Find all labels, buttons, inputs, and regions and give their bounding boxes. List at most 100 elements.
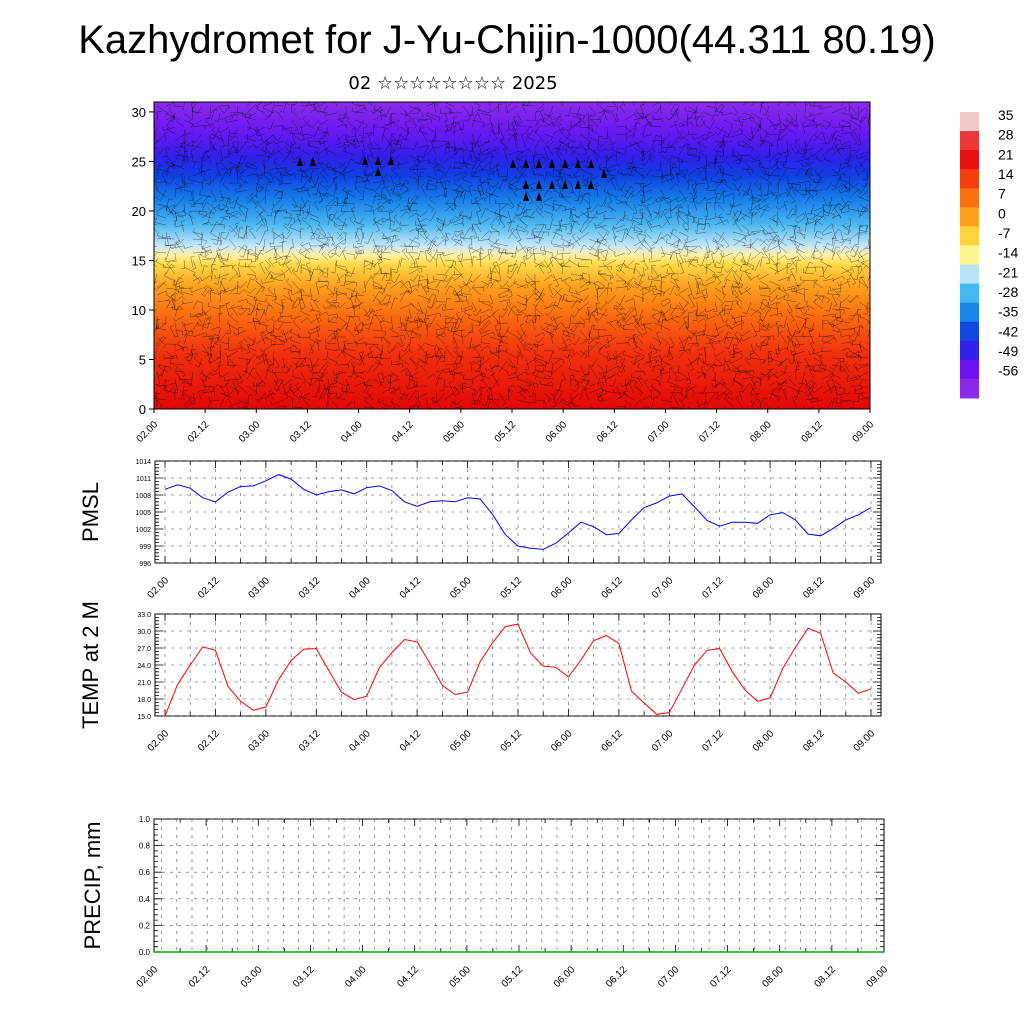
y-tick-label: 0 [139,402,146,417]
x-tick-label: 03.00 [247,728,273,754]
y-ticks [155,460,881,564]
y-tick-label: 10 [132,303,146,318]
chart-subtitle: 02 ☆☆☆☆☆☆☆☆ 2025 [348,73,558,94]
y-tick-label: 18.0 [137,697,151,704]
y-axis-label: PMSL [78,482,103,542]
x-tick-label: 05.12 [500,964,526,990]
x-tick-label: 04.00 [347,728,373,754]
colorbar-label: 35 [998,107,1014,123]
colorbar-swatch [960,321,979,342]
x-tick-label: 03.00 [239,964,265,990]
colorbar-label: -28 [998,284,1018,300]
y-ticks [155,613,881,717]
x-tick-label: 07.12 [697,419,723,445]
colorbar-label: -49 [998,343,1018,359]
x-tick-label: 02.00 [146,575,172,601]
x-tick-label: 04.12 [395,964,421,990]
y-tick-label: 27.0 [137,646,151,653]
colorbar-swatch [960,378,979,399]
colorbar-swatch [960,264,979,285]
y-tick-label: 21.0 [137,680,151,687]
colorbar-label: -56 [998,363,1018,379]
wind-pennant [549,180,555,189]
x-tick-label: 02.00 [146,728,172,754]
x-tick-label: 05.12 [499,575,525,601]
y-axis-label: TEMP at 2 M [78,601,103,729]
y-tick-label: 1005 [135,510,151,517]
colorbar-label: 14 [998,166,1014,182]
x-tick-label: 07.12 [700,728,726,754]
colorbar-label: 21 [998,146,1014,162]
colorbar-swatch [960,207,979,227]
colorbar-label: -42 [998,323,1018,339]
x-tick-label: 03.12 [297,575,323,601]
x-tick-label: 08.00 [751,575,777,601]
y-tick-label: 15 [132,253,146,268]
colorbar-swatch [960,283,979,304]
y-tick-label: 33.0 [137,612,151,619]
x-tick-label: 03.00 [247,575,273,601]
x-tick-label: 07.00 [650,728,676,754]
colorbar-swatch [960,112,979,132]
x-tick-label: 06.00 [549,728,575,754]
x-tick-label: 04.12 [398,575,424,601]
x-tick-label: 05.12 [499,728,525,754]
x-tick-label: 07.00 [646,419,672,445]
x-tick-label: 09.00 [852,728,878,754]
y-axis-label: PRECIP, mm [80,822,105,950]
x-tick-label: 06.00 [549,575,575,601]
x-tick-label: 05.12 [493,419,519,445]
wind-pennant [536,192,542,201]
x-tick-label: 02.12 [186,419,212,445]
y-tick-label: 0.8 [139,842,151,851]
x-tick-label: 07.00 [656,964,682,990]
x-tick-label: 02.00 [135,964,161,990]
wind-pennant [523,192,529,201]
y-tick-label: 1008 [135,493,151,500]
data-line [164,474,872,550]
x-tick-label: 06.00 [552,964,578,990]
x-tick-label: 02.12 [196,575,222,601]
y-tick-label: 1011 [136,476,151,483]
x-tick-label: 03.12 [297,728,323,754]
colorbar-label: -14 [998,245,1018,261]
x-tick-label: 06.12 [600,575,626,601]
y-tick-label: 0.6 [139,868,151,877]
y-tick-label: 996 [139,561,151,568]
colorbar-swatch [960,226,979,246]
wind-pennant [375,156,381,165]
wind-pennant [388,156,394,165]
wind-pennant [523,180,529,189]
y-tick-label: 999 [139,544,151,551]
plot-frame [153,818,885,953]
x-tick-label: 04.00 [347,575,373,601]
colorbar-swatch [960,340,979,361]
x-ticks [164,614,872,716]
wind-pennant [588,180,594,189]
x-tick-label: 04.00 [343,964,369,990]
wind-pennant [510,159,516,168]
grid-lines [155,613,881,717]
wind-pennant [562,180,568,189]
x-tick-label: 08.12 [813,964,839,990]
x-tick-label: 02.00 [135,419,161,445]
y-tick-label: 0.4 [139,895,151,904]
x-tick-label: 02.12 [187,964,213,990]
wind-pennant [375,167,381,176]
colorbar-label: -35 [998,304,1018,320]
grid-lines [154,818,884,953]
data-line [164,623,872,717]
x-tick-label: 04.00 [339,419,365,445]
y-tick-label: 24.0 [137,663,151,670]
wind-pennant [310,157,316,166]
x-tick-label: 02.12 [196,728,222,754]
x-tick-label: 08.12 [801,575,827,601]
x-tick-label: 04.12 [398,728,424,754]
y-tick-label: 20 [132,204,146,219]
grid-lines [155,460,881,564]
y-tick-label: 0.0 [139,948,151,957]
y-tick-label: 1.0 [139,815,151,824]
x-tick-label: 04.12 [390,419,416,445]
x-tick-label: 05.00 [442,419,468,445]
chart-title: Kazhydromet for J-Yu-Chijin-1000(44.311 … [78,18,936,62]
